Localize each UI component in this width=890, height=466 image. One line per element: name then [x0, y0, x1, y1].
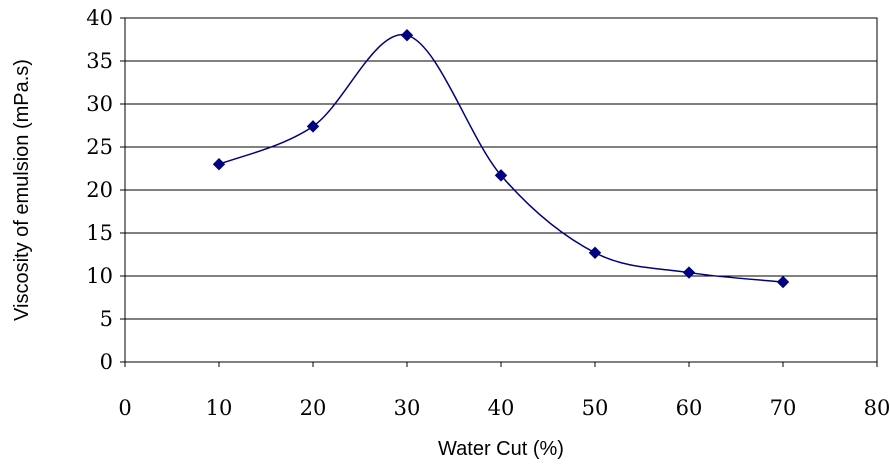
x-axis-ticks: 0 10 20 30 40 50 60 70 80 [118, 362, 890, 420]
data-point-3 [494, 169, 508, 182]
data-point-0 [212, 157, 226, 171]
x-tick-label-1: 10 [206, 396, 233, 420]
series-line [218, 34, 784, 283]
x-tick-label-5: 50 [582, 396, 609, 420]
y-tick-label-2: 10 [86, 264, 113, 288]
y-tick-label-5: 25 [86, 135, 113, 159]
y-axis-ticks: 0 5 10 15 20 25 30 35 40 [86, 6, 125, 374]
grid-lines [125, 60, 877, 320]
data-point-6 [776, 275, 790, 289]
x-tick-label-8: 80 [864, 396, 890, 420]
data-point-2 [400, 28, 414, 42]
data-point-5 [682, 266, 696, 279]
data-point-4 [588, 246, 602, 259]
x-axis-title: Water Cut (%) [438, 438, 564, 460]
y-axis-title: Viscosity of emulsion (mPa.s) [11, 59, 33, 321]
y-tick-label-7: 35 [86, 49, 113, 73]
y-tick-label-6: 30 [86, 92, 113, 116]
data-markers [212, 28, 790, 289]
x-tick-label-6: 60 [676, 396, 703, 420]
x-tick-label-7: 70 [770, 396, 797, 420]
y-tick-label-8: 40 [86, 6, 113, 30]
x-tick-label-3: 30 [394, 396, 421, 420]
y-tick-label-0: 0 [100, 350, 113, 374]
y-tick-label-4: 20 [86, 178, 113, 202]
x-tick-label-4: 40 [488, 396, 515, 420]
y-tick-label-3: 15 [86, 221, 113, 245]
data-point-1 [306, 120, 320, 133]
x-tick-label-2: 20 [300, 396, 327, 420]
y-tick-label-1: 5 [100, 307, 113, 331]
x-tick-label-0: 0 [118, 396, 131, 420]
